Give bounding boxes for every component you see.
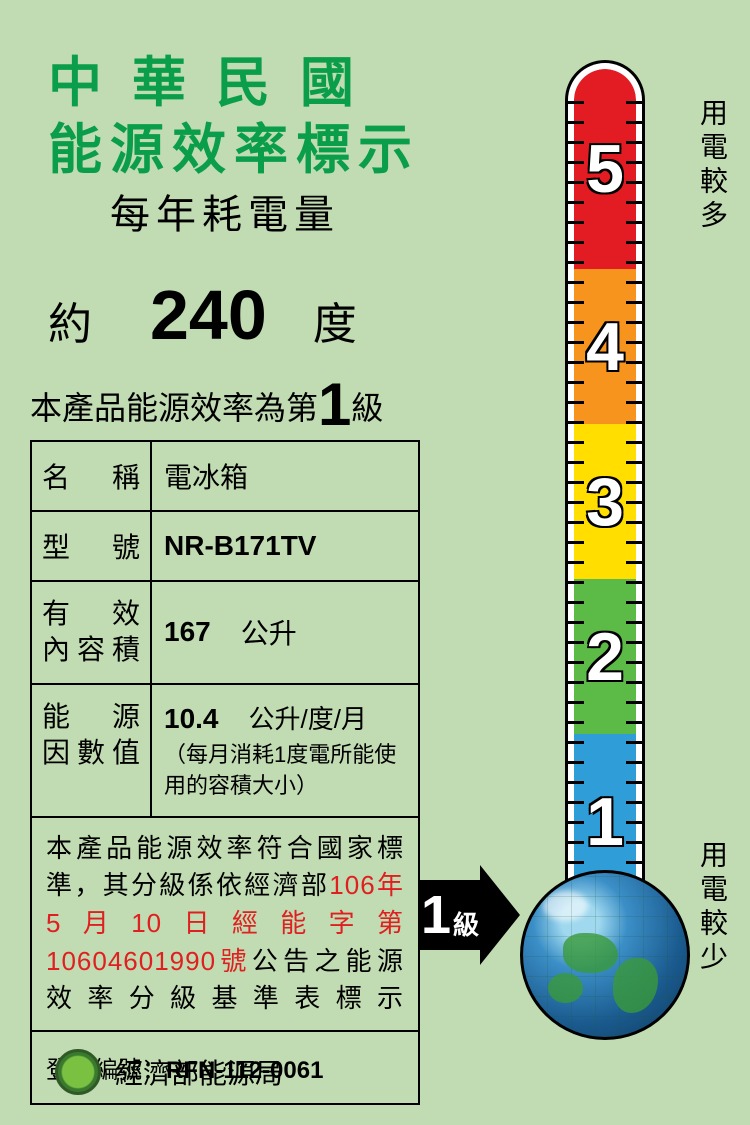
row-label: 名 稱	[32, 442, 152, 510]
consumption-unit: 度	[313, 288, 357, 352]
row-label: 型 號	[32, 512, 152, 580]
row-value: 167公升	[152, 582, 418, 683]
table-row: 有 效內容積 167公升	[32, 582, 418, 685]
thermometer: 5 4 3 2 1	[530, 60, 680, 1060]
grade-prefix: 本產品能源效率為第	[30, 390, 318, 426]
arrow-tip-icon	[480, 865, 520, 965]
grade-statement: 本產品能源效率為第1級	[30, 370, 383, 439]
thermometer-ticks	[568, 83, 642, 900]
bureau-seal-icon	[55, 1049, 101, 1095]
row-value: 電冰箱	[152, 442, 418, 510]
table-row-ef: 能 源因數值 10.4公升/度/月 （每月消耗1度電所能使用的容積大小）	[32, 685, 418, 818]
row-value: NR-B171TV	[152, 512, 418, 580]
footer-text: 經濟部能源局	[115, 1052, 283, 1092]
consumption-value: 240	[150, 275, 267, 355]
arrow-grade-number: 1 級	[420, 880, 480, 950]
label-more-power: 用電較多	[692, 98, 732, 234]
footer: 經濟部能源局	[55, 1049, 283, 1095]
annual-consumption-label: 每年耗電量	[110, 182, 340, 240]
consumption-row: 約 240 度	[48, 275, 357, 355]
table-row: 名 稱 電冰箱	[32, 442, 418, 512]
label-less-power: 用電較少	[692, 840, 732, 976]
spec-table: 名 稱 電冰箱 型 號 NR-B171TV 有 效內容積 167公升 能 源因數…	[30, 440, 420, 1105]
ef-note: （每月消耗1度電所能使用的容積大小）	[164, 740, 406, 802]
grade-suffix: 級	[351, 390, 383, 426]
title-line-2: 能源效率標示	[48, 105, 420, 184]
thermometer-bulb-globe-icon	[520, 870, 690, 1040]
row-value: 10.4公升/度/月 （每月消耗1度電所能使用的容積大小）	[152, 685, 418, 816]
row-label: 有 效內容積	[32, 582, 152, 683]
thermometer-tube: 5 4 3 2 1	[565, 60, 645, 900]
table-row: 型 號 NR-B171TV	[32, 512, 418, 582]
approx-label: 約	[48, 288, 92, 352]
grade-number: 1	[318, 371, 351, 438]
grade-arrow: 1 級	[420, 865, 520, 965]
compliance-text: 本產品能源效率符合國家標準，其分級係依經濟部106年5月10日經能字第10604…	[32, 818, 418, 1032]
row-label: 能 源因數值	[32, 685, 152, 816]
